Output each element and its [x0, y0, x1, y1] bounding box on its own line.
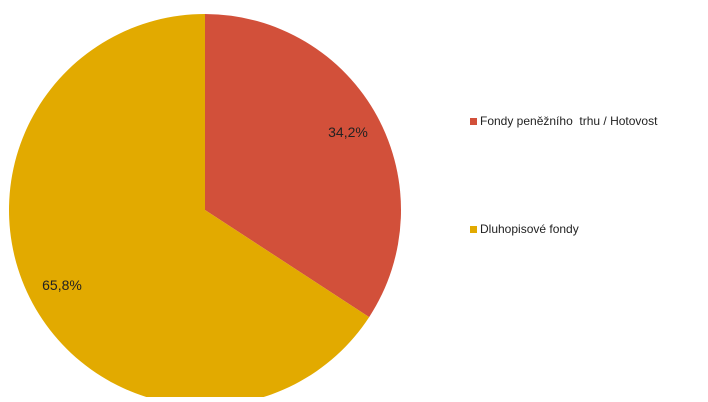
- legend-item-bond-funds: Dluhopisové fondy: [470, 222, 579, 236]
- legend-label-money-market: Fondy peněžního trhu / Hotovost: [480, 114, 658, 128]
- legend-swatch-money-market: [470, 117, 477, 125]
- legend: Fondy peněžního trhu / Hotovost Dluhopis…: [470, 0, 708, 397]
- legend-label-bond-funds: Dluhopisové fondy: [480, 222, 579, 236]
- pie-slice-money-market: [205, 14, 401, 318]
- legend-item-money-market: Fondy peněžního trhu / Hotovost: [470, 114, 657, 128]
- data-label-money-market: 34,2%: [328, 124, 368, 140]
- legend-swatch-bond-funds: [470, 225, 477, 233]
- data-label-bond-funds: 65,8%: [42, 277, 82, 293]
- pie-slice-bond-funds: [9, 14, 370, 402]
